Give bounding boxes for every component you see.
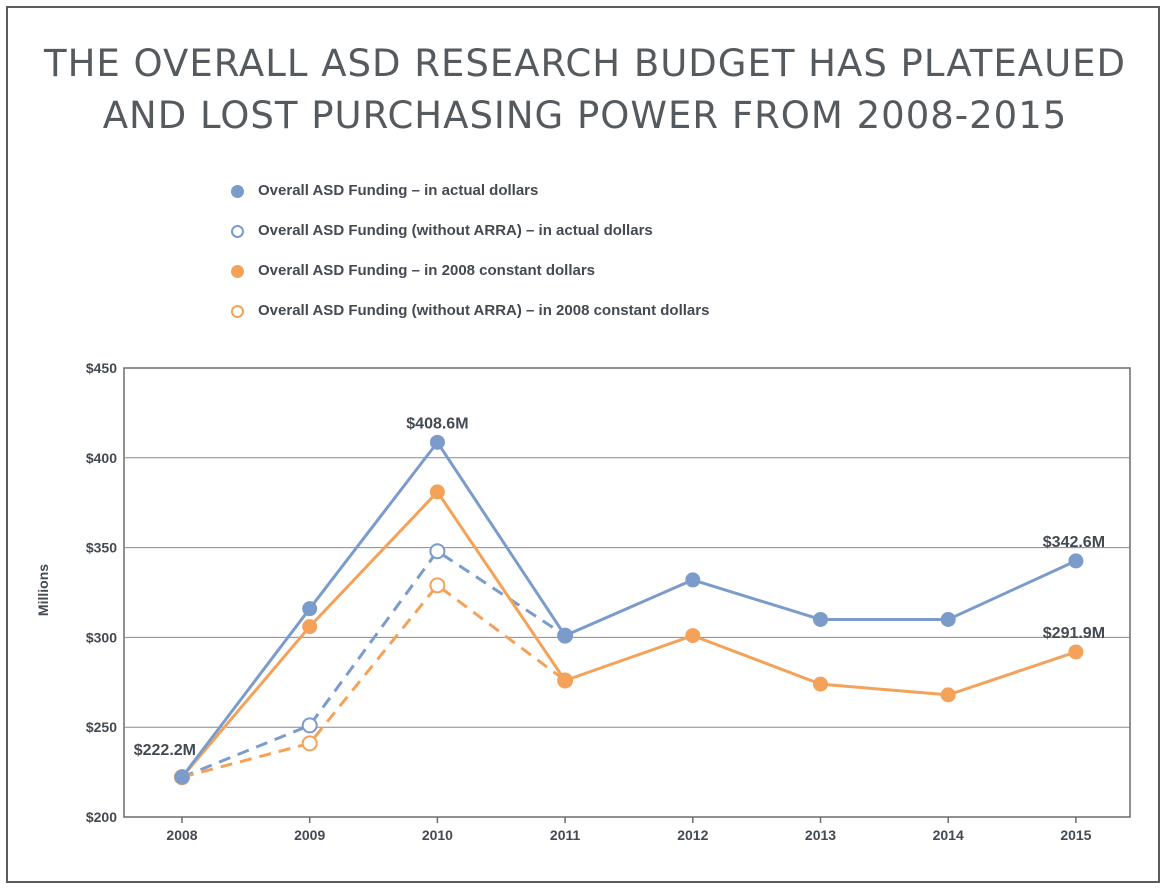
data-point [557, 673, 573, 689]
y-tick-label: $300 [86, 629, 117, 645]
series-line [181, 549, 566, 779]
series-line [181, 583, 566, 779]
y-tick-label: $400 [86, 450, 117, 466]
legend-label: Overall ASD Funding – in actual dollars [258, 182, 539, 199]
legend-marker-filled-orange [231, 265, 244, 278]
x-tick-label: 2011 [550, 827, 581, 843]
data-point [813, 676, 828, 692]
x-tick-label: 2009 [294, 827, 325, 843]
series-line [180, 440, 1077, 779]
data-point [429, 484, 445, 500]
data-point [174, 769, 190, 785]
data-point-hollow [301, 717, 318, 734]
data-point [813, 611, 828, 627]
data-point [557, 628, 573, 644]
data-point [302, 601, 318, 617]
y-tick-label: $350 [86, 540, 117, 556]
chart-frame [6, 6, 1160, 883]
y-axis-title: Millions [35, 564, 51, 616]
data-label: $342.6M [1043, 534, 1105, 551]
data-label: $408.6M [406, 415, 468, 432]
plot-area-border [123, 367, 1131, 818]
data-point [940, 611, 956, 627]
data-point [685, 628, 701, 644]
legend-label: Overall ASD Funding – in 2008 constant d… [258, 262, 596, 279]
legend-label: Overall ASD Funding (without ARRA) – in … [258, 302, 710, 319]
data-point [1068, 644, 1084, 660]
data-point-hollow [429, 543, 446, 560]
legend-marker-hollow-blue [231, 225, 244, 238]
data-label: $222.2M [134, 742, 196, 759]
data-point-hollow [301, 735, 318, 752]
y-tick-label: $250 [86, 719, 117, 735]
data-label: $291.9M [1043, 625, 1105, 642]
x-tick-label: 2012 [677, 827, 708, 843]
data-point-hollow [429, 577, 446, 594]
x-tick-label: 2014 [933, 827, 964, 843]
data-point [429, 434, 445, 450]
y-tick-label: $200 [86, 809, 117, 825]
data-point [685, 572, 701, 588]
data-point [302, 619, 318, 635]
x-tick-label: 2008 [166, 827, 197, 843]
x-tick-label: 2013 [805, 827, 836, 843]
data-point [940, 687, 956, 703]
chart-title-line-2: AND LOST PURCHASING POWER FROM 2008-2015 [102, 94, 1068, 137]
x-tick-label: 2015 [1060, 827, 1091, 843]
series-line [180, 490, 1077, 779]
y-tick-label: $450 [86, 360, 117, 376]
legend-marker-hollow-orange [231, 305, 244, 318]
chart-title-line-1: THE OVERALL ASD RESEARCH BUDGET HAS PLAT… [43, 42, 1127, 85]
legend-label: Overall ASD Funding (without ARRA) – in … [258, 222, 653, 239]
legend-marker-filled-blue [231, 185, 244, 198]
chart-title: THE OVERALL ASD RESEARCH BUDGET HAS PLAT… [0, 38, 1170, 142]
x-tick-label: 2010 [422, 827, 453, 843]
data-point [1068, 553, 1084, 569]
